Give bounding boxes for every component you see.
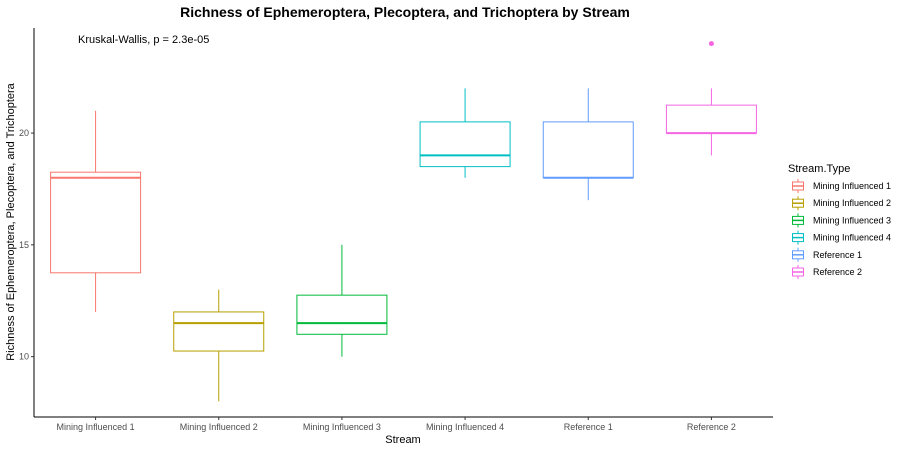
box-group: Reference 1 <box>542 88 634 432</box>
x-tick-label: Mining Influenced 4 <box>426 422 504 432</box>
legend-label: Mining Influenced 1 <box>813 181 891 191</box>
box <box>542 121 634 179</box>
plot-area: 10 15 20 Mining Influenced 1 Mining Influenc… <box>19 28 773 432</box>
legend-label: Mining Influenced 4 <box>813 233 891 243</box>
legend-key <box>791 213 805 228</box>
y-tick-label: 15 <box>19 240 29 250</box>
legend-item: Reference 2 <box>791 265 862 279</box>
legend-item: Reference 1 <box>791 247 862 262</box>
box <box>173 311 265 352</box>
box-group: Mining Influenced 2 <box>173 289 265 432</box>
legend-key <box>791 230 805 245</box>
legend-label: Mining Influenced 2 <box>813 198 891 208</box>
legend-key <box>791 265 805 279</box>
x-tick-label: Mining Influenced 2 <box>180 422 258 432</box>
legend-item: Mining Influenced 3 <box>791 213 891 228</box>
x-tick-label: Reference 1 <box>564 422 613 432</box>
box <box>419 121 511 168</box>
legend-label: Reference 2 <box>813 267 862 277</box>
box-group: Mining Influenced 1 <box>50 110 142 432</box>
box-group: Reference 2 <box>665 41 757 432</box>
y-axis-title: Richness of Ephemeroptera, Plecoptera, a… <box>5 82 17 360</box>
legend-label: Mining Influenced 3 <box>813 215 891 225</box>
legend-item: Mining Influenced 4 <box>791 230 891 245</box>
x-tick-label: Reference 2 <box>687 422 736 432</box>
chart-title: Richness of Ephemeroptera, Plecoptera, a… <box>180 4 630 20</box>
box-group: Mining Influenced 4 <box>419 88 511 432</box>
legend-item: Mining Influenced 1 <box>791 179 891 193</box>
y-tick-label: 10 <box>19 352 29 362</box>
x-tick-label: Mining Influenced 3 <box>303 422 381 432</box>
test-annotation: Kruskal-Wallis, p = 2.3e-05 <box>78 34 209 46</box>
legend-key <box>791 179 805 193</box>
legend-key <box>791 247 805 262</box>
x-tick-label: Mining Influenced 1 <box>57 422 135 432</box>
box <box>50 171 142 274</box>
box-group: Mining Influenced 3 <box>296 244 388 432</box>
box <box>296 294 388 335</box>
legend-title: Stream.Type <box>788 163 850 175</box>
box <box>665 104 757 134</box>
legend: Stream.Type Mining Influenced 1 Mining In… <box>788 163 891 279</box>
x-axis-title: Stream <box>385 434 420 446</box>
y-tick-label: 20 <box>19 128 29 138</box>
outlier-point <box>708 41 714 47</box>
legend-item: Mining Influenced 2 <box>791 196 891 211</box>
legend-label: Reference 1 <box>813 250 862 260</box>
legend-key <box>791 196 805 211</box>
